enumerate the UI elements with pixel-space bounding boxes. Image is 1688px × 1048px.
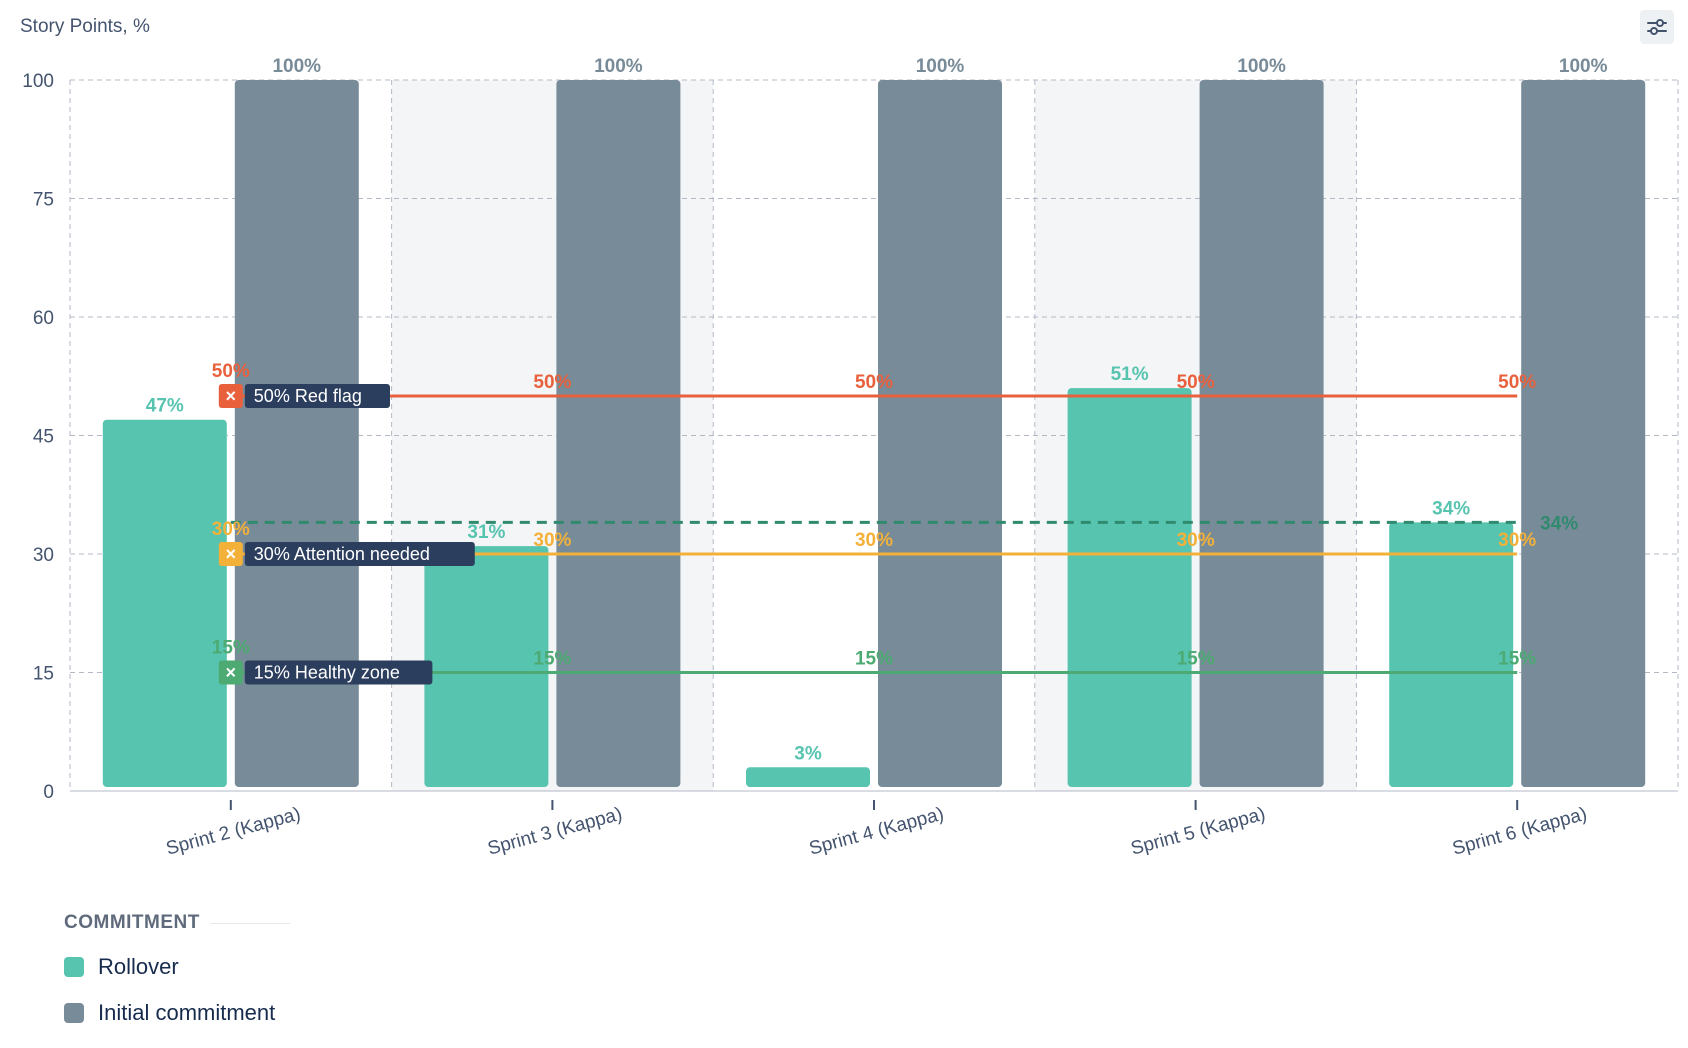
threshold-tag-bg [244,542,475,566]
close-icon: × [226,544,237,564]
y-tick-label: 15 [33,664,54,685]
y-tick-label: 60 [33,308,54,329]
y-tick-label: 100 [22,71,54,92]
y-tick-label: 45 [33,427,54,448]
threshold-point-label: 15% [533,649,571,670]
legend-swatch-rollover [64,957,84,977]
legend: COMMITMENT Rollover Initial commitment [64,912,290,1026]
y-axis-label: Story Points, % [20,16,150,37]
initial-commitment-bar [1199,80,1324,787]
rollover-bar [746,767,870,787]
initial-commitment-value-label: 100% [1237,56,1286,77]
legend-label-rollover: Rollover [98,954,179,979]
threshold-point-label: 30% [855,530,893,551]
rollover-value-label: 3% [794,743,822,764]
x-tick-label: Sprint 3 (Kappa) [485,804,624,860]
x-tick-label: Sprint 2 (Kappa) [164,804,303,860]
threshold-point-label: 50% [1177,372,1215,393]
average-line-label: 34% [1540,513,1578,534]
legend-title: COMMITMENT [64,912,290,934]
rollover-value-label: 34% [1432,498,1470,519]
threshold-point-label: 50% [855,372,893,393]
rollover-bar [102,419,227,787]
initial-commitment-bar [234,80,359,787]
y-tick-label: 0 [43,782,54,803]
threshold-point-label: 15% [1498,649,1536,670]
threshold-point-label: 50% [1498,372,1536,393]
threshold-point-label: 15% [855,649,893,670]
threshold-tag-icon-bg [218,542,243,566]
threshold-point-label: 30% [1498,530,1536,551]
initial-commitment-value-label: 100% [916,56,965,77]
threshold-tag-bg [244,384,390,408]
x-tick-label: Sprint 6 (Kappa) [1450,804,1589,860]
x-tick-label: Sprint 4 (Kappa) [807,804,946,860]
threshold-point-label: 30% [212,519,250,540]
initial-commitment-bar [878,80,1002,787]
chart-settings-button[interactable] [1640,10,1674,44]
close-icon: × [226,386,237,406]
initial-commitment-value-label: 100% [594,56,643,77]
threshold-point-label: 15% [212,638,250,659]
threshold-tag-label: 15% Healthy zone [254,663,400,683]
rollover-bar [1067,388,1192,787]
legend-label-initial-commitment: Initial commitment [98,1000,276,1025]
legend-item-rollover[interactable]: Rollover [64,954,290,980]
rollover-value-label: 51% [1111,364,1149,385]
threshold-point-label: 30% [533,530,571,551]
threshold-tag-label: 50% Red flag [254,386,362,406]
threshold-tag-bg [244,660,433,685]
threshold-tag-icon-bg [218,384,243,408]
sliders-icon [1647,19,1667,35]
threshold-point-label: 15% [1177,649,1215,670]
rollover-value-label: 31% [467,522,505,543]
y-tick-label: 30 [33,545,54,566]
legend-item-initial-commitment[interactable]: Initial commitment [64,1000,290,1026]
close-icon: × [226,663,237,683]
threshold-tag-icon-bg [218,660,243,685]
x-tick-label: Sprint 5 (Kappa) [1129,804,1268,860]
threshold-point-label: 50% [533,372,571,393]
y-tick-label: 75 [33,190,54,211]
legend-swatch-initial-commitment [64,1003,84,1023]
initial-commitment-bar [556,80,681,787]
initial-commitment-value-label: 100% [1559,56,1608,77]
initial-commitment-value-label: 100% [272,56,321,77]
rollover-value-label: 47% [146,396,184,417]
threshold-point-label: 50% [212,361,250,382]
threshold-tag-label: 30% Attention needed [254,544,430,564]
initial-commitment-bar [1521,80,1646,787]
rollover-bar [424,546,549,787]
rollover-bar [1389,522,1514,787]
threshold-point-label: 30% [1177,530,1215,551]
